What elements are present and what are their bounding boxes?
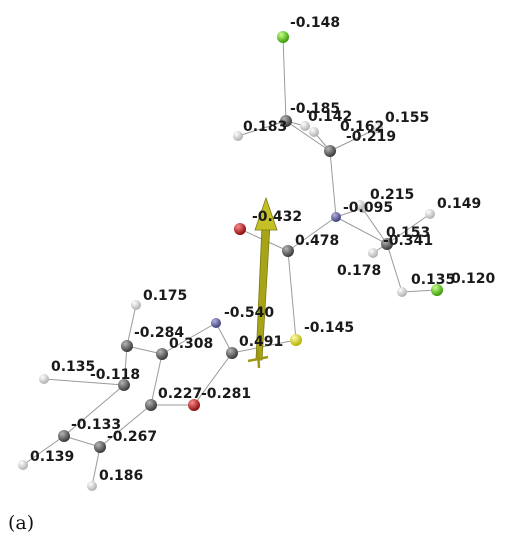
bond-26: [22, 435, 65, 466]
charge-label-1: -0.185: [290, 101, 340, 117]
atom-n-7: [331, 212, 341, 222]
charge-label-28: -0.267: [107, 429, 157, 445]
charge-label-22: 0.308: [169, 336, 213, 352]
charge-label-12: 0.178: [337, 263, 381, 279]
atom-h-12: [368, 248, 378, 258]
charge-label-27: -0.133: [71, 417, 121, 433]
bond-19: [193, 352, 233, 406]
bond-9: [386, 213, 431, 245]
charge-label-29: 0.139: [30, 449, 74, 465]
atom-h-9: [425, 209, 435, 219]
atoms-layer: [18, 31, 443, 491]
charge-label-0: -0.148: [290, 15, 340, 31]
bond-3: [285, 120, 331, 152]
atom-h-30: [87, 481, 97, 491]
bond-28: [91, 446, 101, 487]
charge-label-15: -0.432: [252, 209, 302, 225]
atom-c-21: [121, 340, 133, 352]
charge-label-10: -0.341: [383, 233, 433, 249]
charge-label-17: -0.145: [304, 320, 354, 336]
charge-label-11: 0.153: [386, 225, 430, 241]
charge-label-13: 0.135: [411, 272, 455, 288]
atom-h-3: [300, 121, 310, 131]
bond-25: [63, 384, 125, 437]
charge-label-30: 0.186: [99, 468, 143, 484]
atom-cl-14: [431, 284, 443, 296]
atom-n-18: [211, 318, 221, 328]
bond-23: [123, 345, 128, 386]
bond-22: [126, 304, 137, 347]
charge-label-16: 0.478: [295, 233, 339, 249]
atom-h-20: [131, 300, 141, 310]
bond-16: [287, 216, 337, 252]
bond-8: [335, 216, 388, 245]
charge-label-2: 0.183: [243, 119, 287, 135]
atom-h-29: [18, 460, 28, 470]
atom-o-15: [234, 223, 246, 235]
atom-o-26: [188, 399, 200, 411]
atom-h-2: [233, 131, 243, 141]
charge-label-7: -0.095: [343, 200, 393, 216]
atom-c-22: [156, 348, 168, 360]
charge-label-18: -0.540: [224, 305, 274, 321]
dipole-arrow: [247, 196, 278, 369]
bond-0: [282, 36, 287, 122]
charge-label-19: 0.491: [239, 334, 283, 350]
charge-label-8: 0.215: [370, 187, 414, 203]
bond-29: [99, 404, 152, 448]
atom-cl-0: [277, 31, 289, 43]
charge-label-20: 0.175: [143, 288, 187, 304]
atom-c-19: [226, 347, 238, 359]
atom-c-16: [282, 245, 294, 257]
atom-c-10: [381, 238, 393, 250]
charge-label-26: -0.281: [201, 386, 251, 402]
charge-label-9: 0.149: [437, 196, 481, 212]
atom-s-17: [290, 334, 302, 346]
panel-label: (a): [8, 512, 35, 534]
charge-label-5: 0.162: [340, 119, 384, 135]
atom-h-24: [39, 374, 49, 384]
atom-h-6: [373, 123, 383, 133]
dipole-origin-cross-v: [256, 349, 261, 369]
bond-1: [237, 120, 287, 137]
bond-6: [329, 150, 337, 218]
bond-30: [150, 353, 163, 406]
charge-label-21: -0.284: [134, 325, 184, 341]
atom-h-13: [397, 287, 407, 297]
charge-label-23: -0.118: [90, 367, 140, 383]
bond-24: [43, 378, 125, 386]
charge-label-25: 0.227: [158, 386, 202, 402]
charge-label-3: 0.142: [308, 109, 352, 125]
bond-5: [329, 127, 379, 152]
charge-label-14: 0.120: [451, 271, 496, 287]
charge-label-6: 0.155: [385, 110, 429, 126]
atom-c-25: [145, 399, 157, 411]
bond-17: [231, 339, 297, 354]
charge-label-4: -0.219: [346, 129, 396, 145]
atom-c-23: [118, 379, 130, 391]
dipole-arrow-head: [254, 196, 278, 231]
bond-15: [287, 250, 297, 341]
bond-20: [161, 322, 217, 355]
atom-c-4: [324, 145, 336, 157]
atom-c-28: [94, 441, 106, 453]
atom-h-11: [355, 200, 365, 210]
charge-label-24: 0.135: [51, 359, 95, 375]
atom-c-1: [280, 115, 292, 127]
bond-27: [63, 435, 101, 448]
atom-c-27: [58, 430, 70, 442]
atom-h-5: [309, 127, 319, 137]
bond-12: [386, 243, 403, 293]
